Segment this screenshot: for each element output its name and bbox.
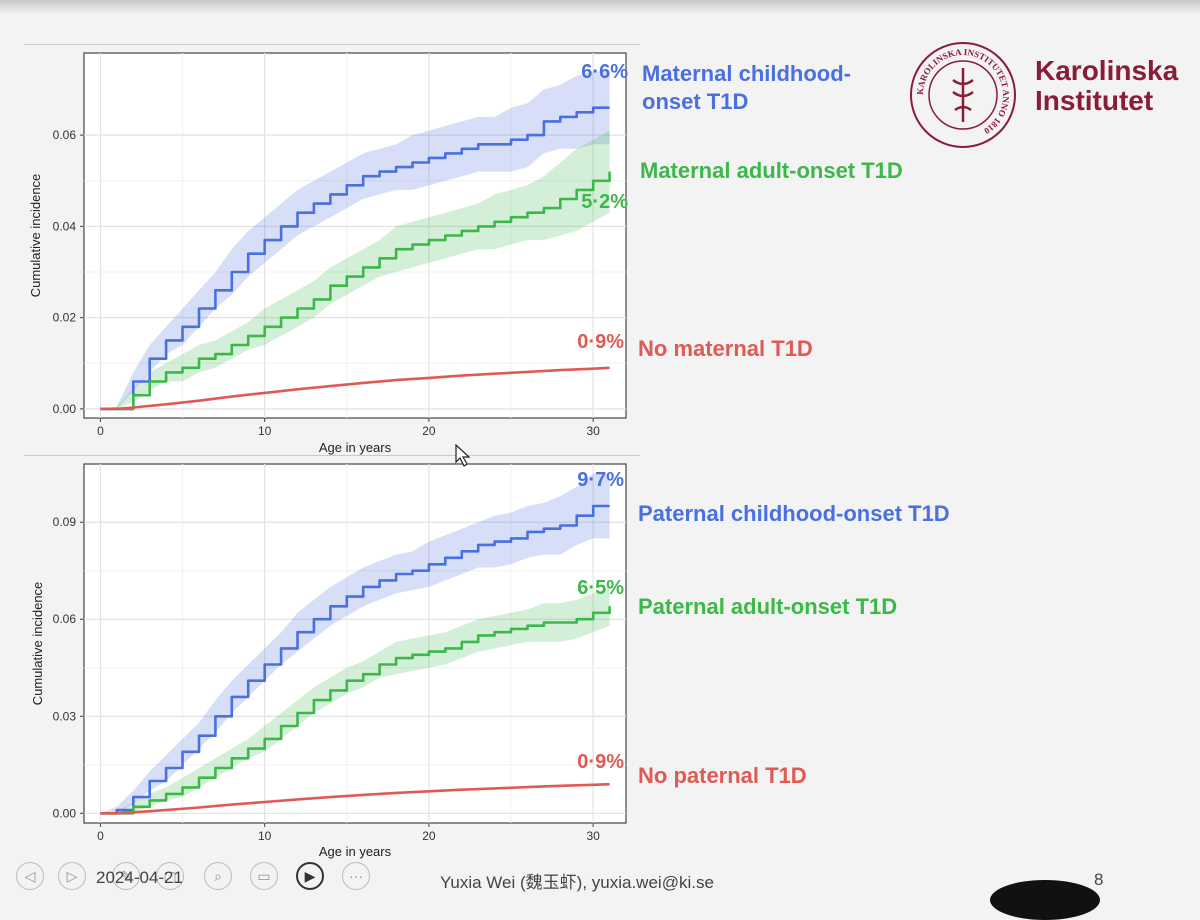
next-icon: ▷ [66, 867, 78, 884]
y-tick-label: 0.02 [53, 311, 77, 325]
y-tick-label: 0.03 [53, 709, 77, 723]
plot-panel [83, 463, 627, 824]
legend-paternal-childhood: Paternal childhood-onset T1D [638, 501, 950, 526]
footer-author: Yuxia Wei (魏玉虾), yuxia.wei@ki.se [440, 873, 714, 892]
legend-no-maternal: No maternal T1D [638, 336, 813, 361]
seal-emblem-icon [952, 68, 974, 122]
series-line-0 [100, 504, 610, 815]
y-axis-title: Cumulative incidence [30, 582, 45, 706]
legend-maternal-adult: Maternal adult-onset T1D [640, 158, 903, 183]
y-tick-label: 0.09 [53, 515, 77, 529]
x-axis-title: Age in years [319, 844, 392, 859]
ci-band-0 [100, 473, 610, 814]
divider-middle [24, 455, 640, 456]
mouse-cursor-icon [455, 444, 471, 467]
pointer-tool-button[interactable]: ▢ [156, 862, 184, 890]
x-tick-label: 30 [586, 424, 600, 438]
y-tick-label: 0.04 [53, 219, 77, 233]
slide-top-edge [0, 0, 1200, 14]
series-end-label: 6·6% [581, 61, 628, 83]
series-line-1 [100, 171, 611, 411]
pen-icon: ✎ [120, 867, 132, 884]
subtitles-icon: ▭ [257, 867, 271, 884]
logo-line-2: Institutet [1035, 85, 1154, 116]
ci-band-1 [100, 586, 610, 814]
legend-no-paternal: No paternal T1D [638, 763, 807, 788]
logo-line-1: Karolinska [1035, 55, 1179, 86]
pen-tool-button[interactable]: ✎ [112, 862, 140, 890]
x-tick-label: 20 [422, 424, 436, 438]
next-slide-button[interactable]: ▷ [58, 862, 86, 890]
x-axis-title: Age in years [319, 440, 392, 455]
y-tick-label: 0.06 [53, 612, 77, 626]
series-end-label: 5·2% [581, 191, 628, 213]
series-line-1 [100, 606, 611, 815]
x-tick-label: 0 [97, 424, 104, 438]
y-tick-label: 0.00 [53, 402, 77, 416]
x-tick-label: 20 [422, 829, 436, 843]
series-end-label: 0·9% [577, 331, 624, 353]
camera-button[interactable]: ▶ [296, 862, 324, 890]
x-tick-label: 30 [586, 829, 600, 843]
footer-page-number: 8 [1094, 870, 1104, 889]
y-axis-title: Cumulative incidence [28, 174, 43, 298]
series-line-0 [100, 106, 610, 411]
x-tick-label: 10 [258, 424, 272, 438]
prev-icon: ◁ [24, 867, 36, 884]
more-options-button[interactable]: ··· [342, 862, 370, 890]
karolinska-wordmark: Karolinska Institutet [1035, 56, 1178, 116]
zoom-button[interactable]: ⌕ [204, 862, 232, 890]
y-tick-label: 0.06 [53, 128, 77, 142]
series-line-2 [100, 366, 610, 411]
footer-date: 2024-04-21 [96, 868, 183, 887]
plot-panel [83, 52, 627, 419]
karolinska-logo: KAROLINSKA INSTITUTET ANNO 1810 [910, 42, 1016, 148]
legend-paternal-adult: Paternal adult-onset T1D [638, 594, 898, 619]
legend-line-2: onset T1D [642, 89, 749, 114]
divider-top [24, 44, 640, 45]
y-tick-label: 0.00 [53, 806, 77, 820]
series-end-label: 9·7% [577, 469, 624, 491]
obstruction-shadow [990, 880, 1100, 920]
x-tick-label: 0 [97, 829, 104, 843]
legend-line-1: Maternal childhood- [642, 61, 851, 86]
more-icon: ··· [349, 868, 363, 884]
camera-icon: ▶ [304, 867, 316, 884]
zoom-icon: ⌕ [214, 867, 222, 884]
prev-slide-button[interactable]: ◁ [16, 862, 44, 890]
series-end-label: 0·9% [577, 751, 624, 773]
pointer-icon: ▢ [163, 867, 177, 884]
series-line-2 [100, 782, 610, 815]
ci-band-1 [100, 130, 610, 409]
chart-canvas: 0 10 20 30 0.00 0.02 0.04 0.06 Age in years Cumul… [28, 52, 628, 859]
ci-band-0 [100, 71, 610, 409]
x-tick-label: 10 [258, 829, 272, 843]
subtitles-button[interactable]: ▭ [250, 862, 278, 890]
series-end-label: 6·5% [577, 577, 624, 599]
legend-maternal-childhood: Maternal childhood- onset T1D [642, 60, 851, 116]
